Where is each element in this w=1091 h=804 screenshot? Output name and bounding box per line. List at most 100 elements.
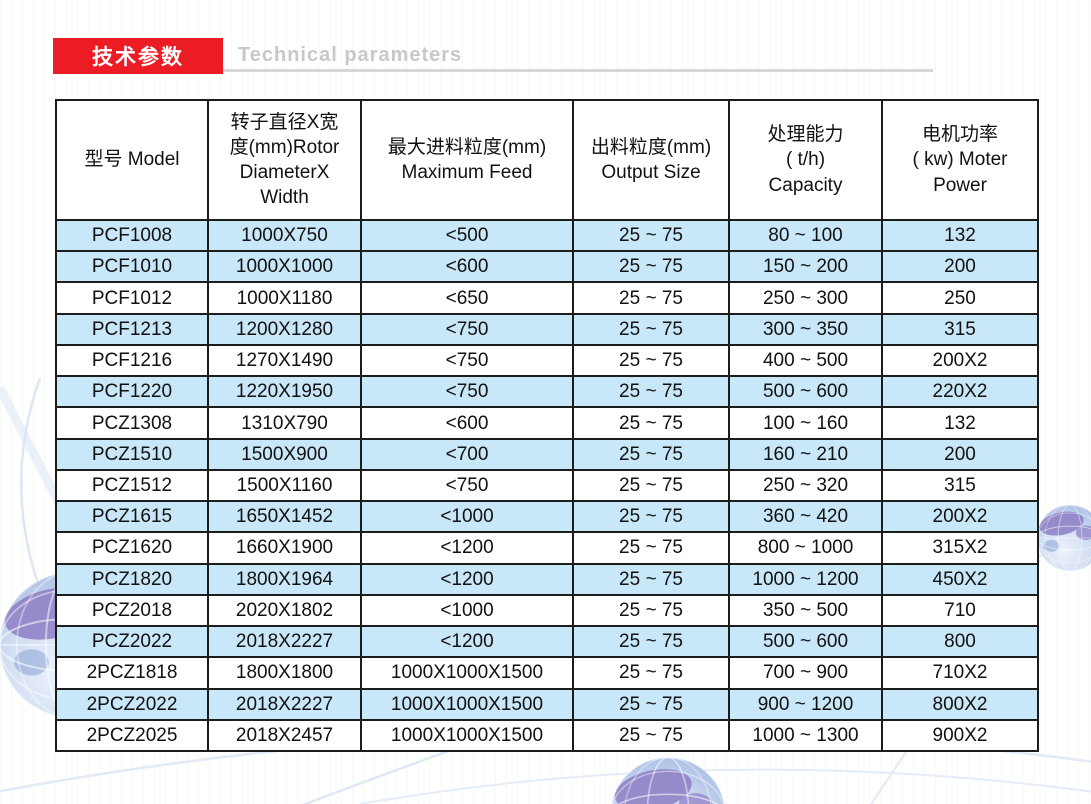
cell-model: PCF1010: [55, 250, 209, 284]
cell-power: 250: [881, 281, 1039, 315]
cell-rotor: 1500X1160: [207, 468, 362, 503]
cell-capacity: 250 ~ 300: [728, 281, 883, 315]
cell-capacity: 160 ~ 210: [728, 437, 883, 471]
cell-capacity: 300 ~ 350: [728, 312, 883, 346]
cell-capacity: 100 ~ 160: [728, 406, 883, 440]
cell-power: 800: [881, 625, 1039, 659]
column-header-rotor: 转子直径X宽 度(mm)Rotor DiameterX Width: [207, 99, 362, 221]
cell-model: 2PCZ2025: [55, 718, 209, 753]
cell-output: 25 ~ 75: [572, 531, 730, 565]
cell-power: 132: [881, 406, 1039, 440]
cell-power: 450X2: [881, 562, 1039, 596]
cell-feed: 1000X1000X1500: [360, 718, 574, 753]
cell-model: PCZ1820: [55, 562, 209, 596]
cell-output: 25 ~ 75: [572, 656, 730, 690]
cell-power: 315: [881, 312, 1039, 346]
cell-output: 25 ~ 75: [572, 250, 730, 284]
cell-capacity: 500 ~ 600: [728, 375, 883, 409]
cell-power: 710: [881, 593, 1039, 628]
table-row: PCZ1308 1310X790 <600 25 ~ 75 100 ~ 160 …: [55, 406, 1039, 440]
column-header-power: 电机功率 ( kw) Moter Power: [881, 99, 1039, 221]
cell-output: 25 ~ 75: [572, 468, 730, 503]
cell-capacity: 150 ~ 200: [728, 250, 883, 284]
cell-rotor: 1000X1180: [207, 281, 362, 315]
table-row: PCF1220 1220X1950 <750 25 ~ 75 500 ~ 600…: [55, 375, 1039, 409]
table-row: 2PCZ2025 2018X2457 1000X1000X1500 25 ~ 7…: [55, 718, 1039, 753]
cell-feed: <700: [360, 437, 574, 471]
cell-model: PCZ1615: [55, 500, 209, 534]
cell-feed: <1200: [360, 531, 574, 565]
technical-parameters-table: 型号 Model 转子直径X宽 度(mm)Rotor DiameterX Wid…: [55, 99, 1039, 753]
cell-capacity: 700 ~ 900: [728, 656, 883, 690]
table-row: 2PCZ2022 2018X2227 1000X1000X1500 25 ~ 7…: [55, 687, 1039, 721]
table-row: PCF1008 1000X750 <500 25 ~ 75 80 ~ 100 1…: [55, 218, 1039, 253]
table-row: PCZ2022 2018X2227 <1200 25 ~ 75 500 ~ 60…: [55, 625, 1039, 659]
table-row: PCZ1510 1500X900 <700 25 ~ 75 160 ~ 210 …: [55, 437, 1039, 471]
table-header: 型号 Model 转子直径X宽 度(mm)Rotor DiameterX Wid…: [55, 99, 1039, 221]
cell-model: 2PCZ2022: [55, 687, 209, 721]
table-row: PCF1216 1270X1490 <750 25 ~ 75 400 ~ 500…: [55, 343, 1039, 378]
cell-rotor: 1800X1964: [207, 562, 362, 596]
cell-output: 25 ~ 75: [572, 375, 730, 409]
table-row: PCZ2018 2020X1802 <1000 25 ~ 75 350 ~ 50…: [55, 593, 1039, 628]
cell-model: PCF1213: [55, 312, 209, 346]
cell-feed: 1000X1000X1500: [360, 656, 574, 690]
cell-capacity: 800 ~ 1000: [728, 531, 883, 565]
column-header-model: 型号 Model: [55, 99, 209, 221]
section-title-zh: 技术参数: [92, 46, 184, 69]
cell-output: 25 ~ 75: [572, 312, 730, 346]
cell-power: 900X2: [881, 718, 1039, 753]
cell-model: PCZ1512: [55, 468, 209, 503]
cell-power: 710X2: [881, 656, 1039, 690]
cell-output: 25 ~ 75: [572, 281, 730, 315]
cell-feed: <750: [360, 343, 574, 378]
cell-output: 25 ~ 75: [572, 343, 730, 378]
cell-capacity: 350 ~ 500: [728, 593, 883, 628]
cell-model: PCF1008: [55, 218, 209, 253]
table-row: PCZ1615 1650X1452 <1000 25 ~ 75 360 ~ 42…: [55, 500, 1039, 534]
table-row: PCZ1620 1660X1900 <1200 25 ~ 75 800 ~ 10…: [55, 531, 1039, 565]
cell-power: 132: [881, 218, 1039, 253]
cell-rotor: 2018X2457: [207, 718, 362, 753]
cell-model: PCF1012: [55, 281, 209, 315]
cell-output: 25 ~ 75: [572, 406, 730, 440]
cell-feed: <750: [360, 375, 574, 409]
cell-power: 220X2: [881, 375, 1039, 409]
cell-rotor: 2018X2227: [207, 687, 362, 721]
cell-model: PCZ2018: [55, 593, 209, 628]
cell-capacity: 250 ~ 320: [728, 468, 883, 503]
cell-rotor: 1000X1000: [207, 250, 362, 284]
cell-power: 200: [881, 250, 1039, 284]
cell-rotor: 1000X750: [207, 218, 362, 253]
cell-output: 25 ~ 75: [572, 625, 730, 659]
table-row: PCZ1820 1800X1964 <1200 25 ~ 75 1000 ~ 1…: [55, 562, 1039, 596]
cell-output: 25 ~ 75: [572, 562, 730, 596]
cell-power: 315: [881, 468, 1039, 503]
cell-capacity: 360 ~ 420: [728, 500, 883, 534]
cell-capacity: 1000 ~ 1200: [728, 562, 883, 596]
table-row: PCZ1512 1500X1160 <750 25 ~ 75 250 ~ 320…: [55, 468, 1039, 503]
cell-output: 25 ~ 75: [572, 593, 730, 628]
cell-output: 25 ~ 75: [572, 500, 730, 534]
cell-rotor: 1650X1452: [207, 500, 362, 534]
cell-output: 25 ~ 75: [572, 437, 730, 471]
cell-model: 2PCZ1818: [55, 656, 209, 690]
column-header-feed: 最大进料粒度(mm) Maximum Feed: [360, 99, 574, 221]
cell-feed: <1200: [360, 562, 574, 596]
table-row: PCF1012 1000X1180 <650 25 ~ 75 250 ~ 300…: [55, 281, 1039, 315]
cell-rotor: 1270X1490: [207, 343, 362, 378]
cell-feed: <600: [360, 250, 574, 284]
cell-feed: <750: [360, 312, 574, 346]
table-row: PCF1010 1000X1000 <600 25 ~ 75 150 ~ 200…: [55, 250, 1039, 284]
cell-feed: <1200: [360, 625, 574, 659]
cell-capacity: 900 ~ 1200: [728, 687, 883, 721]
section-title-banner: 技术参数: [53, 38, 223, 74]
cell-rotor: 2018X2227: [207, 625, 362, 659]
cell-rotor: 1200X1280: [207, 312, 362, 346]
cell-model: PCZ1510: [55, 437, 209, 471]
cell-rotor: 2020X1802: [207, 593, 362, 628]
cell-output: 25 ~ 75: [572, 687, 730, 721]
table-row: 2PCZ1818 1800X1800 1000X1000X1500 25 ~ 7…: [55, 656, 1039, 690]
cell-capacity: 1000 ~ 1300: [728, 718, 883, 753]
column-header-output: 出料粒度(mm) Output Size: [572, 99, 730, 221]
